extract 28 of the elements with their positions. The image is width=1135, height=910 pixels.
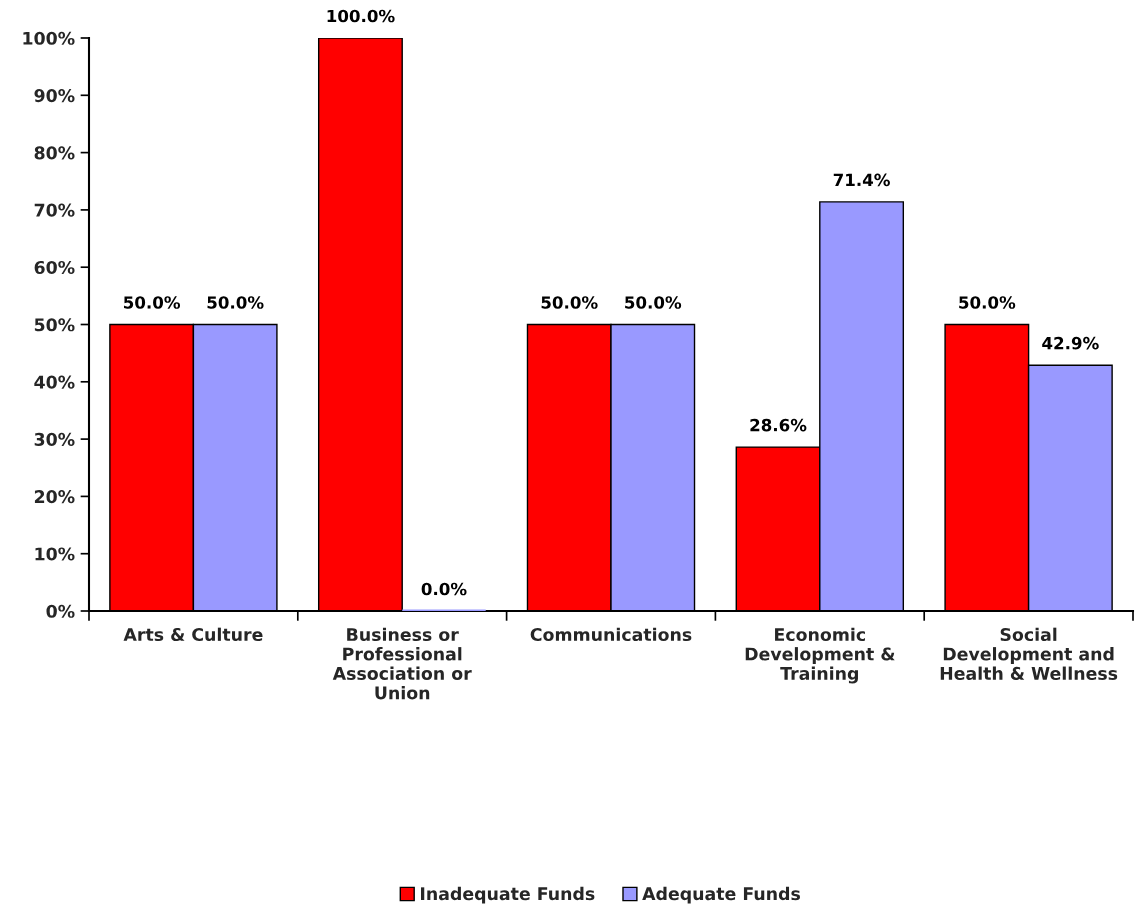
data-label: 50.0% <box>207 296 264 309</box>
y-tick-label: 40% <box>34 375 75 389</box>
y-tick-label: 60% <box>34 260 75 275</box>
y-tick-label: 100% <box>23 31 75 45</box>
data-label: 0.0% <box>421 582 467 596</box>
x-tick-label: Business or Professional Association or Union <box>332 627 472 700</box>
data-label: 50.0% <box>541 296 598 309</box>
y-tick-label: 80% <box>34 146 75 160</box>
legend-label: Adequate Funds <box>642 886 800 904</box>
x-tick-label: Arts & Culture <box>123 627 263 642</box>
x-tick-label: Economic Development & Training <box>745 627 895 684</box>
y-tick-label: 90% <box>34 89 75 103</box>
data-label: 50.0% <box>124 296 181 309</box>
x-tick-label: Communications <box>530 627 692 642</box>
data-label: 28.6% <box>750 418 807 432</box>
y-tick-label: 50% <box>34 318 75 332</box>
data-label: 50.0% <box>959 296 1016 309</box>
x-tick-label: Social Development and Health & Wellness <box>940 627 1118 680</box>
data-label: 42.9% <box>1042 336 1099 350</box>
y-tick-label: 20% <box>34 490 75 504</box>
y-tick-label: 30% <box>34 432 75 446</box>
data-label: 100.0% <box>327 9 395 23</box>
y-tick-label: 70% <box>34 203 75 217</box>
y-tick-label: 10% <box>35 547 75 561</box>
legend-label: Inadequate Funds <box>420 886 595 904</box>
data-label: 50.0% <box>625 296 682 309</box>
data-label: 71.4% <box>833 173 890 187</box>
y-tick-label: 0% <box>46 604 75 618</box>
